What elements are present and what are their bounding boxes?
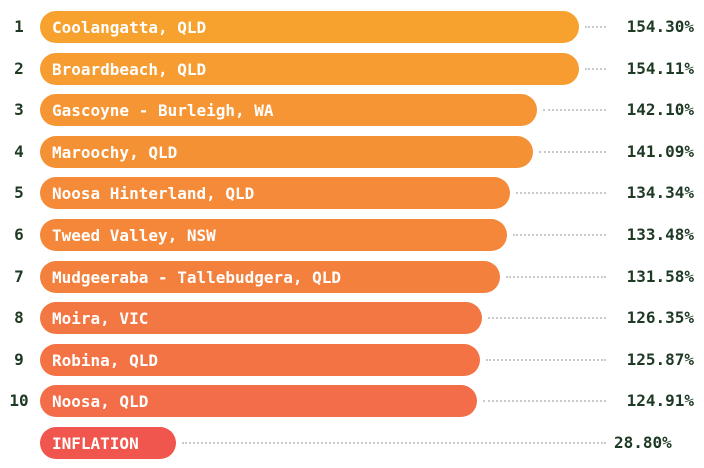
value-label: 133.48% (626, 225, 694, 244)
value-label: 124.91% (626, 391, 694, 410)
rank-label: 6 (14, 225, 24, 244)
leader-line (512, 234, 606, 236)
value-label: 126.35% (626, 308, 694, 327)
leader-line (485, 359, 606, 361)
chart-row: 2 Broardbeach, QLD 154.11% (0, 52, 704, 86)
chart-row: 5 Noosa Hinterland, QLD 134.34% (0, 176, 704, 210)
chart-row: 7 Mudgeeraba - Tallebudgera, QLD 131.58% (0, 260, 704, 294)
leader-line (482, 400, 606, 402)
chart-row: 9 Robina, QLD 125.87% (0, 343, 704, 377)
bar: Gascoyne - Burleigh, WA (40, 94, 537, 126)
bar-label: Moira, VIC (52, 308, 149, 328)
leader-line (487, 317, 606, 319)
value-label: 154.11% (626, 59, 694, 78)
bar: Noosa, QLD (40, 385, 477, 417)
leader-line (584, 68, 606, 70)
bar: Noosa Hinterland, QLD (40, 177, 510, 209)
bar-label: Maroochy, QLD (52, 142, 178, 162)
leader-line (539, 151, 606, 153)
bar: Coolangatta, QLD (40, 11, 580, 43)
bar-label: Mudgeeraba - Tallebudgera, QLD (52, 267, 341, 287)
chart-row: 10 Noosa, QLD 124.91% (0, 384, 704, 418)
value-label: 125.87% (626, 350, 694, 369)
rank-label: 7 (14, 267, 24, 286)
value-label: 142.10% (626, 100, 694, 119)
leader-line (515, 192, 606, 194)
value-label: 134.34% (626, 183, 694, 202)
bar: Mudgeeraba - Tallebudgera, QLD (40, 261, 500, 293)
leader-line (182, 442, 606, 444)
rank-label: 1 (14, 17, 24, 36)
chart-row: 8 Moira, VIC 126.35% (0, 301, 704, 335)
bar-label: INFLATION (52, 433, 139, 453)
rank-label: 10 (9, 391, 29, 410)
chart-row: 1 Coolangatta, QLD 154.30% (0, 10, 704, 44)
chart-row: 3 Gascoyne - Burleigh, WA 142.10% (0, 93, 704, 127)
bar-label: Robina, QLD (52, 350, 158, 370)
rank-label: 3 (14, 100, 24, 119)
bar-label: Noosa, QLD (52, 391, 149, 411)
bar-label: Gascoyne - Burleigh, WA (52, 100, 274, 120)
rank-label: 9 (14, 350, 24, 369)
rank-label: 5 (14, 183, 24, 202)
leader-line (505, 276, 606, 278)
chart-row: 6 Tweed Valley, NSW 133.48% (0, 218, 704, 252)
leader-line (585, 26, 606, 28)
rank-label (4, 426, 34, 460)
chart-row: INFLATION 28.80% (0, 426, 704, 460)
bar: Robina, QLD (40, 344, 480, 376)
bar: INFLATION (40, 427, 176, 459)
bar: Tweed Valley, NSW (40, 219, 507, 251)
rank-label: 2 (14, 59, 24, 78)
bar: Maroochy, QLD (40, 136, 534, 168)
value-label: 131.58% (626, 267, 694, 286)
value-label: 154.30% (626, 17, 694, 36)
bar: Moira, VIC (40, 302, 482, 334)
bar-label: Broardbeach, QLD (52, 59, 207, 79)
leader-line (542, 109, 606, 111)
rank-label: 4 (14, 142, 24, 161)
bar: Broardbeach, QLD (40, 53, 579, 85)
chart-row: 4 Maroochy, QLD 141.09% (0, 135, 704, 169)
value-label: 141.09% (626, 142, 694, 161)
value-label: 28.80% (614, 433, 672, 452)
rank-label: 8 (14, 308, 24, 327)
bar-label: Tweed Valley, NSW (52, 225, 216, 245)
bar-label: Noosa Hinterland, QLD (52, 183, 255, 203)
bar-label: Coolangatta, QLD (52, 17, 207, 37)
